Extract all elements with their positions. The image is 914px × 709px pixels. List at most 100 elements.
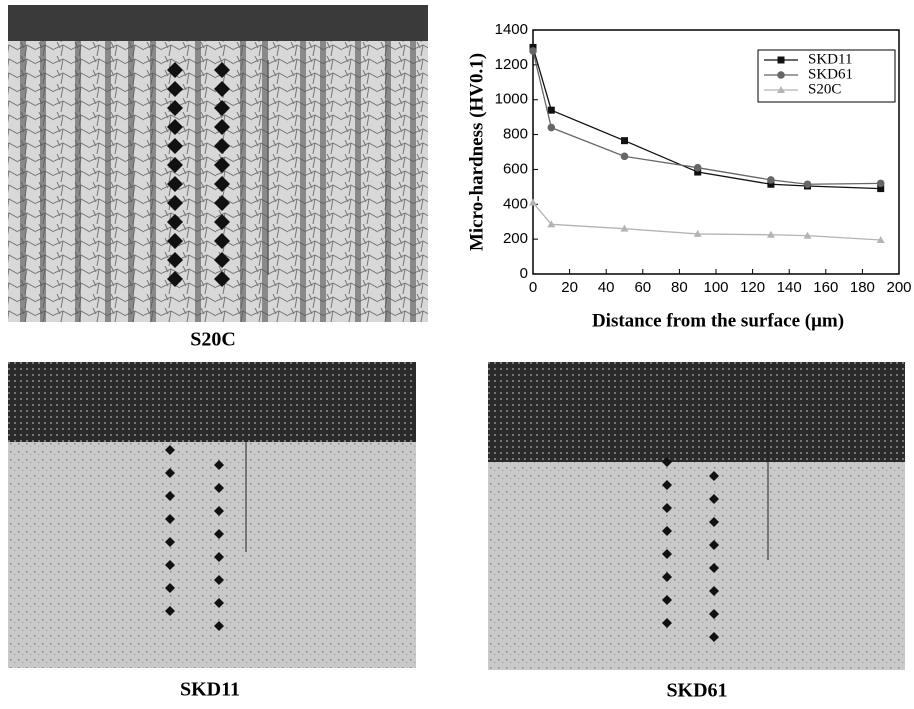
y-tick-label: 1000: [495, 91, 528, 108]
indent: [214, 138, 230, 154]
marker: [693, 229, 702, 237]
indent: [662, 457, 672, 467]
marker: [621, 137, 628, 145]
marker: [693, 163, 702, 172]
grain-boundary-streak: [355, 41, 361, 322]
indent: [709, 517, 719, 527]
indent: [167, 157, 183, 173]
x-tick-label: 0: [529, 279, 537, 296]
micrographs: [8, 5, 905, 670]
x-tick-label: 140: [777, 279, 802, 296]
marker: [620, 224, 629, 232]
marker: [547, 106, 555, 114]
indent: [662, 572, 672, 582]
indent: [214, 575, 224, 585]
grain-boundary-streak: [385, 41, 391, 322]
indent: [662, 503, 672, 513]
marker: [529, 198, 537, 206]
x-tick-label: 60: [634, 279, 651, 296]
indent: [214, 100, 230, 116]
legend-label: SKD61: [808, 66, 853, 82]
x-tick-label: 100: [703, 279, 728, 296]
indent: [709, 494, 719, 504]
marker: [547, 123, 556, 132]
indent: [165, 537, 175, 547]
indent: [165, 514, 175, 524]
indent: [165, 445, 175, 455]
caption: SKD61: [666, 680, 727, 702]
grain-boundary-streak: [20, 41, 26, 322]
y-tick-label: 0: [520, 265, 528, 282]
x-tick-label: 160: [813, 279, 838, 296]
indent: [167, 252, 183, 268]
grain-boundary-streak: [262, 41, 268, 322]
indent: [165, 583, 175, 593]
legend-label: S20C: [808, 81, 841, 97]
indent: [167, 100, 183, 116]
x-tick-label: 40: [598, 279, 615, 296]
indent: [214, 529, 224, 539]
skd61-surface: [488, 362, 905, 462]
indent: [662, 549, 672, 559]
grain-boundary-streak: [150, 41, 156, 322]
indent: [165, 560, 175, 570]
indent: [662, 526, 672, 536]
x-tick-label: 20: [561, 279, 578, 296]
marker: [767, 180, 775, 188]
y-axis-label: Micro-hardness (HV0.1): [466, 53, 487, 251]
x-tick-label: 120: [740, 279, 765, 296]
grain-boundary-streak: [40, 41, 46, 322]
s20c-surface: [8, 5, 428, 41]
marker: [777, 86, 785, 93]
marker: [876, 236, 885, 244]
indent: [167, 233, 183, 249]
grain-boundary-streak: [128, 41, 134, 322]
y-tick-label: 1400: [495, 21, 528, 38]
legend-label: SKD11: [808, 51, 852, 67]
marker: [766, 230, 775, 238]
indent: [709, 471, 719, 481]
y-tick-label: 400: [503, 195, 528, 212]
marker: [876, 179, 885, 188]
indent: [214, 233, 230, 249]
indent: [165, 491, 175, 501]
marker: [547, 220, 556, 228]
marker: [529, 47, 537, 55]
grain-boundary-streak: [240, 41, 246, 322]
caption: S20C: [190, 329, 236, 351]
x-tick-label: 80: [671, 279, 688, 296]
indent: [214, 252, 230, 268]
y-tick-label: 1200: [495, 56, 528, 73]
indent: [167, 195, 183, 211]
indent: [167, 81, 183, 97]
indent: [662, 480, 672, 490]
marker: [777, 71, 785, 79]
marker: [777, 56, 785, 64]
indent: [167, 119, 183, 135]
marker: [767, 176, 775, 184]
x-tick-label: 200: [886, 279, 911, 296]
indent: [165, 468, 175, 478]
indent: [214, 552, 224, 562]
indent: [167, 214, 183, 230]
marker: [803, 180, 812, 189]
indent: [662, 595, 672, 605]
indent: [214, 81, 230, 97]
indent: [709, 540, 719, 550]
indent: [214, 176, 230, 192]
x-tick-label: 180: [850, 279, 875, 296]
indent: [662, 618, 672, 628]
indent: [709, 563, 719, 573]
indent: [165, 606, 175, 616]
indent: [709, 586, 719, 596]
indent: [214, 621, 224, 631]
indent: [709, 609, 719, 619]
grain-boundary-streak: [410, 41, 416, 322]
indent: [214, 62, 230, 78]
indent: [214, 483, 224, 493]
y-tick-label: 600: [503, 160, 528, 177]
marker: [620, 152, 629, 161]
marker: [803, 231, 812, 239]
y-tick-label: 800: [503, 126, 528, 143]
